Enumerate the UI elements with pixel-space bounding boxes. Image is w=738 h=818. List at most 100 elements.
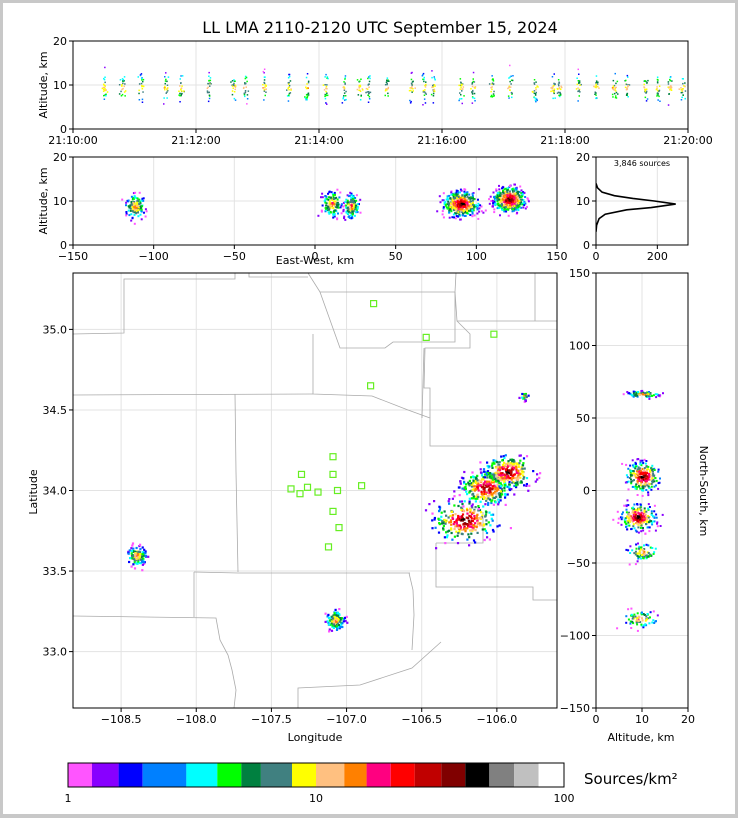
source-point bbox=[423, 80, 425, 83]
source-point bbox=[636, 395, 639, 398]
source-point bbox=[476, 513, 479, 516]
source-point bbox=[324, 76, 326, 78]
source-point bbox=[508, 86, 510, 88]
source-point bbox=[442, 192, 445, 195]
source-point bbox=[669, 78, 671, 81]
source-point bbox=[180, 75, 182, 77]
source-point bbox=[134, 196, 137, 199]
source-point bbox=[348, 215, 351, 218]
source-point bbox=[425, 81, 427, 83]
source-point bbox=[651, 468, 654, 471]
source-point bbox=[340, 203, 343, 206]
source-point bbox=[682, 88, 684, 90]
source-point bbox=[507, 460, 510, 463]
source-point bbox=[334, 608, 337, 611]
x-tick-label: −106.5 bbox=[401, 713, 442, 726]
source-point bbox=[422, 91, 425, 93]
source-point bbox=[621, 516, 624, 519]
source-point bbox=[332, 206, 335, 209]
county-boundary bbox=[423, 320, 557, 447]
source-point bbox=[138, 83, 141, 85]
source-point bbox=[626, 74, 629, 77]
source-point bbox=[468, 514, 471, 517]
station-marker bbox=[329, 453, 337, 461]
source-point bbox=[640, 557, 642, 560]
source-point bbox=[507, 464, 510, 467]
source-point bbox=[459, 197, 462, 200]
source-point bbox=[469, 521, 472, 524]
source-point bbox=[649, 478, 652, 481]
source-point bbox=[520, 192, 523, 195]
source-point bbox=[476, 493, 479, 496]
source-point bbox=[486, 497, 489, 500]
source-point bbox=[142, 85, 145, 88]
source-point bbox=[636, 518, 639, 521]
source-point bbox=[495, 480, 498, 483]
source-point bbox=[509, 199, 511, 202]
source-point bbox=[468, 200, 471, 203]
source-point bbox=[492, 530, 495, 533]
source-point bbox=[138, 99, 141, 101]
source-point bbox=[510, 75, 512, 77]
source-point bbox=[263, 76, 266, 78]
source-point bbox=[243, 93, 246, 96]
source-point bbox=[142, 78, 145, 81]
source-point bbox=[290, 89, 292, 91]
source-point bbox=[472, 479, 475, 482]
source-point bbox=[617, 517, 620, 520]
source-point bbox=[472, 201, 474, 204]
source-point bbox=[477, 482, 480, 485]
source-point bbox=[645, 395, 648, 398]
source-point bbox=[491, 88, 493, 91]
source-point bbox=[656, 93, 659, 95]
source-point bbox=[425, 83, 427, 86]
source-point bbox=[497, 206, 500, 209]
source-point bbox=[125, 204, 127, 207]
source-point bbox=[614, 96, 617, 99]
source-point bbox=[340, 623, 343, 626]
source-point bbox=[576, 83, 578, 86]
source-point bbox=[455, 193, 458, 196]
source-point bbox=[513, 462, 516, 465]
source-point bbox=[141, 551, 144, 554]
source-point bbox=[456, 542, 460, 545]
source-point bbox=[631, 617, 634, 620]
source-point bbox=[637, 478, 640, 481]
source-point bbox=[353, 202, 356, 205]
source-point bbox=[670, 87, 672, 89]
source-point bbox=[123, 76, 126, 78]
source-point bbox=[642, 552, 645, 555]
source-point bbox=[467, 207, 470, 210]
source-point bbox=[482, 523, 486, 526]
source-point bbox=[475, 481, 478, 485]
source-point bbox=[504, 454, 507, 457]
source-point bbox=[263, 90, 266, 92]
source-point bbox=[460, 94, 462, 96]
source-point bbox=[412, 80, 414, 83]
source-point bbox=[643, 475, 646, 478]
source-point bbox=[497, 204, 500, 207]
source-point bbox=[139, 543, 142, 546]
source-point bbox=[637, 542, 639, 545]
source-point bbox=[484, 470, 487, 473]
source-point bbox=[181, 85, 183, 87]
source-point bbox=[624, 481, 627, 484]
source-point bbox=[441, 520, 444, 523]
source-point bbox=[645, 88, 647, 91]
source-point bbox=[498, 494, 501, 497]
source-point bbox=[653, 504, 656, 507]
source-point bbox=[446, 530, 449, 533]
source-point bbox=[506, 187, 509, 190]
source-point bbox=[179, 95, 181, 97]
source-point bbox=[359, 198, 362, 201]
source-point bbox=[474, 100, 476, 102]
source-point bbox=[164, 82, 166, 85]
source-point bbox=[307, 92, 310, 94]
source-point bbox=[288, 83, 290, 85]
source-point bbox=[457, 201, 460, 203]
source-point bbox=[453, 204, 456, 207]
source-point bbox=[472, 80, 474, 83]
source-point bbox=[627, 85, 629, 88]
source-point bbox=[465, 490, 468, 493]
source-point bbox=[339, 191, 342, 194]
